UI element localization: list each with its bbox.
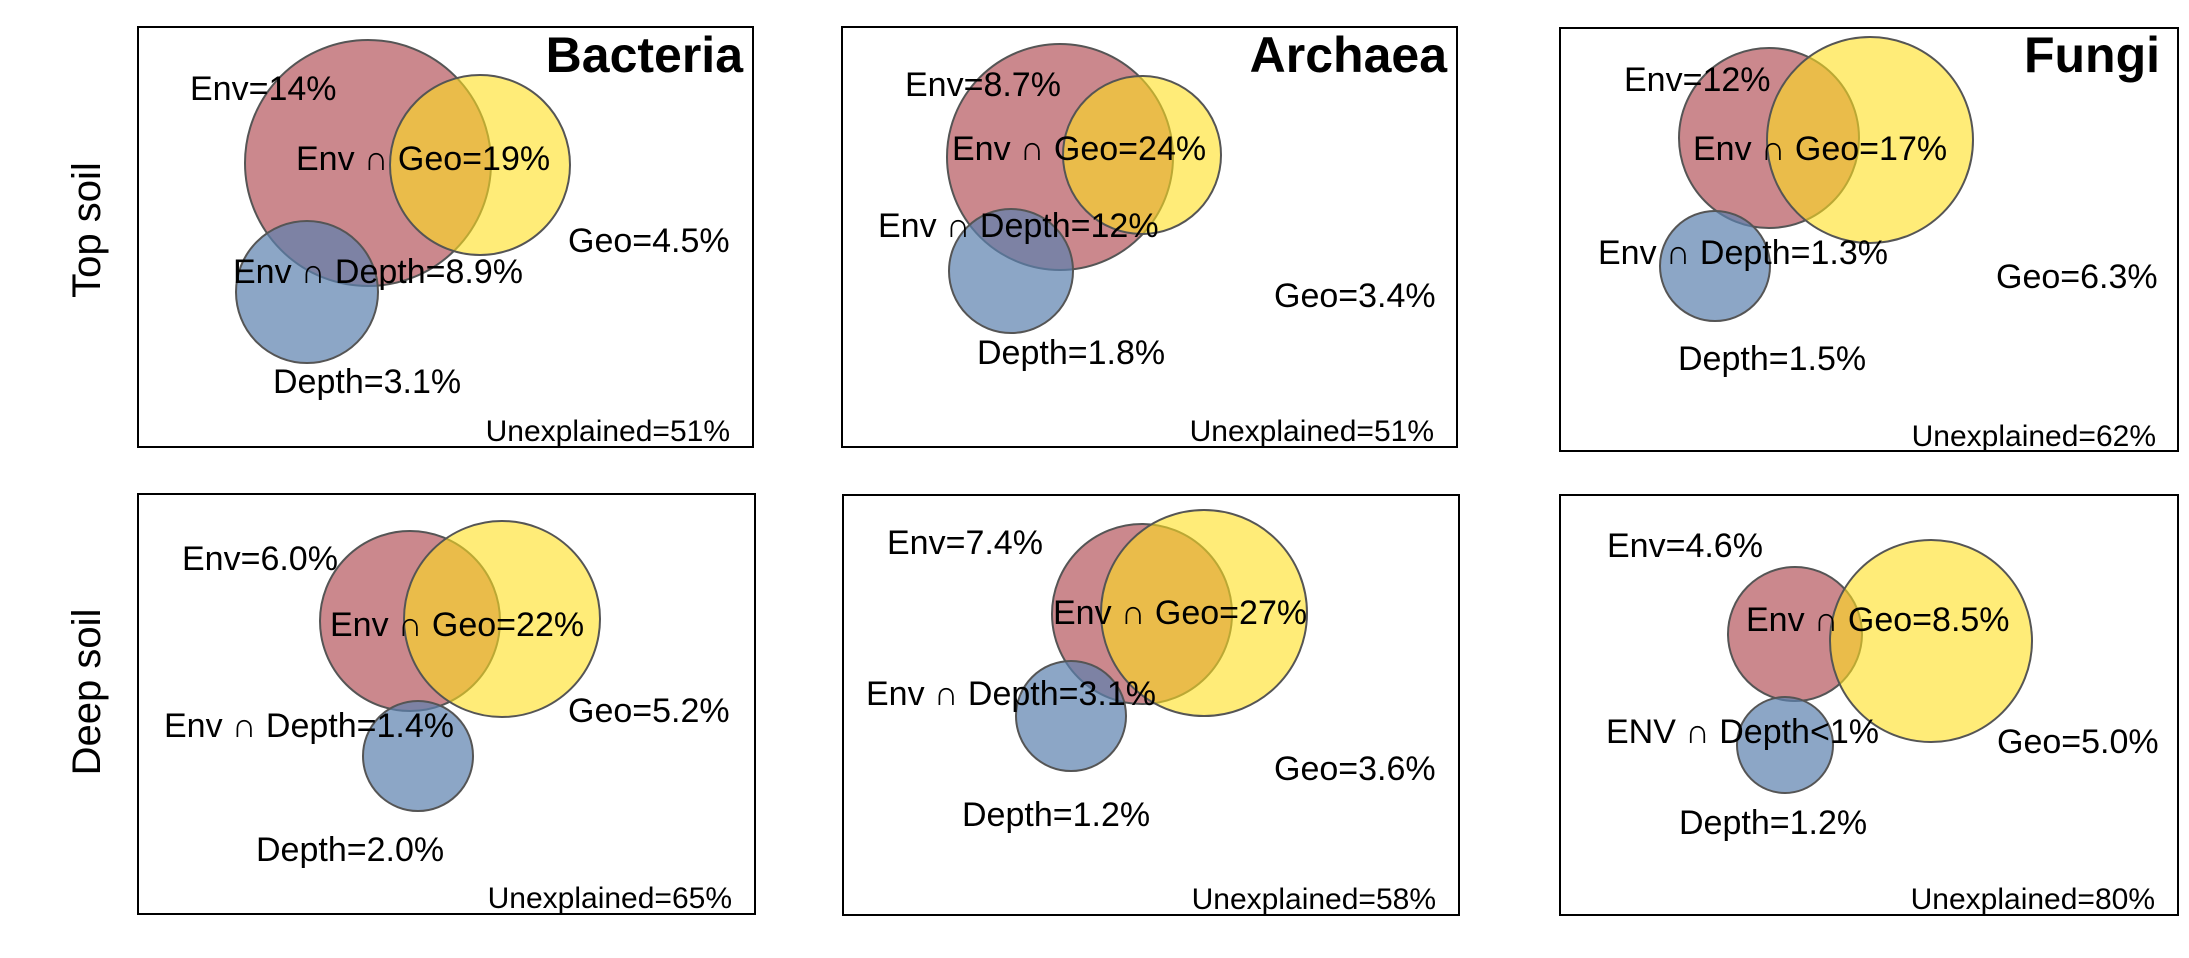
geo-label: Geo=5.2%: [568, 692, 730, 730]
unexplained-label: Unexplained=65%: [488, 882, 732, 915]
unexplained-label: Unexplained=51%: [486, 415, 730, 448]
geo-label: Geo=5.0%: [1997, 723, 2159, 761]
panel-frame: [841, 26, 1458, 448]
panel-frame: [1559, 494, 2179, 916]
depth-label: Depth=1.5%: [1678, 340, 1866, 378]
geo-circle: [1062, 75, 1222, 235]
env-label: Env=6.0%: [182, 540, 338, 578]
env-depth-label: Env ∩ Depth=3.1%: [866, 675, 1156, 713]
env-geo-label: Env ∩ Geo=19%: [296, 140, 550, 178]
geo-label: Geo=4.5%: [568, 222, 730, 260]
env-depth-label: Env ∩ Depth=1.3%: [1598, 234, 1888, 272]
depth-circle: [1659, 210, 1771, 322]
geo-circle: [1829, 539, 2033, 743]
env-geo-label: Env ∩ Geo=22%: [330, 606, 584, 644]
depth-label: Depth=3.1%: [273, 363, 461, 401]
depth-circle: [362, 700, 474, 812]
panel-archaea-top-soil: Archaea Env=8.7% Env ∩ Geo=24% Env ∩ Dep…: [841, 26, 1458, 448]
env-label: Env=12%: [1624, 61, 1771, 99]
depth-circle: [1736, 696, 1834, 794]
env-label: Env=14%: [190, 70, 337, 108]
panel-archaea-deep-soil: Env=7.4% Env ∩ Geo=27% Env ∩ Depth=3.1% …: [842, 494, 1460, 916]
geo-circle: [1766, 36, 1974, 244]
unexplained-label: Unexplained=58%: [1192, 883, 1436, 916]
depth-label: Depth=2.0%: [256, 831, 444, 869]
row-label-deep-soil: Deep soil: [65, 609, 109, 776]
geo-circle: [1100, 509, 1308, 717]
depth-circle: [235, 220, 379, 364]
geo-label: Geo=6.3%: [1996, 258, 2158, 296]
depth-circle: [948, 208, 1074, 334]
panel-frame: [842, 494, 1460, 916]
env-label: Env=7.4%: [887, 524, 1043, 562]
panel-frame: [137, 493, 756, 915]
env-geo-label: Env ∩ Geo=27%: [1053, 594, 1307, 632]
unexplained-label: Unexplained=51%: [1190, 415, 1434, 448]
panel-title: Archaea: [1250, 27, 1449, 83]
depth-label: Depth=1.2%: [962, 796, 1150, 834]
env-geo-label: Env ∩ Geo=17%: [1693, 130, 1947, 168]
row-label-top-soil: Top soil: [65, 162, 109, 298]
env-geo-label: Env ∩ Geo=24%: [952, 130, 1206, 168]
depth-label: Depth=1.2%: [1679, 804, 1867, 842]
unexplained-label: Unexplained=80%: [1911, 883, 2155, 916]
panel-frame: [137, 26, 754, 448]
geo-label: Geo=3.4%: [1274, 277, 1436, 315]
panel-frame: [1559, 27, 2179, 452]
env-depth-label: Env ∩ Depth=12%: [878, 207, 1159, 245]
env-depth-label: Env ∩ Depth=1.4%: [164, 707, 454, 745]
env-geo-label: Env ∩ Geo=8.5%: [1746, 601, 2010, 639]
env-depth-label: ENV ∩ Depth<1%: [1606, 713, 1879, 751]
env-depth-label: Env ∩ Depth=8.9%: [233, 253, 523, 291]
geo-label: Geo=3.6%: [1274, 750, 1436, 788]
geo-circle: [403, 520, 601, 718]
env-label: Env=8.7%: [905, 66, 1061, 104]
depth-label: Depth=1.8%: [977, 334, 1165, 372]
panel-bacteria-deep-soil: Env=6.0% Env ∩ Geo=22% Env ∩ Depth=1.4% …: [137, 493, 756, 915]
panel-bacteria-top-soil: Bacteria Env=14% Env ∩ Geo=19% Env ∩ Dep…: [137, 26, 754, 448]
panel-title: Bacteria: [546, 27, 745, 83]
env-label: Env=4.6%: [1607, 527, 1763, 565]
panel-fungi-top-soil: Fungi Env=12% Env ∩ Geo=17% Env ∩ Depth=…: [1559, 27, 2179, 453]
unexplained-label: Unexplained=62%: [1912, 420, 2156, 453]
depth-circle: [1015, 660, 1127, 772]
panel-fungi-deep-soil: Env=4.6% Env ∩ Geo=8.5% ENV ∩ Depth<1% G…: [1559, 494, 2179, 916]
geo-circle: [389, 74, 571, 256]
panel-title: Fungi: [2024, 27, 2160, 83]
